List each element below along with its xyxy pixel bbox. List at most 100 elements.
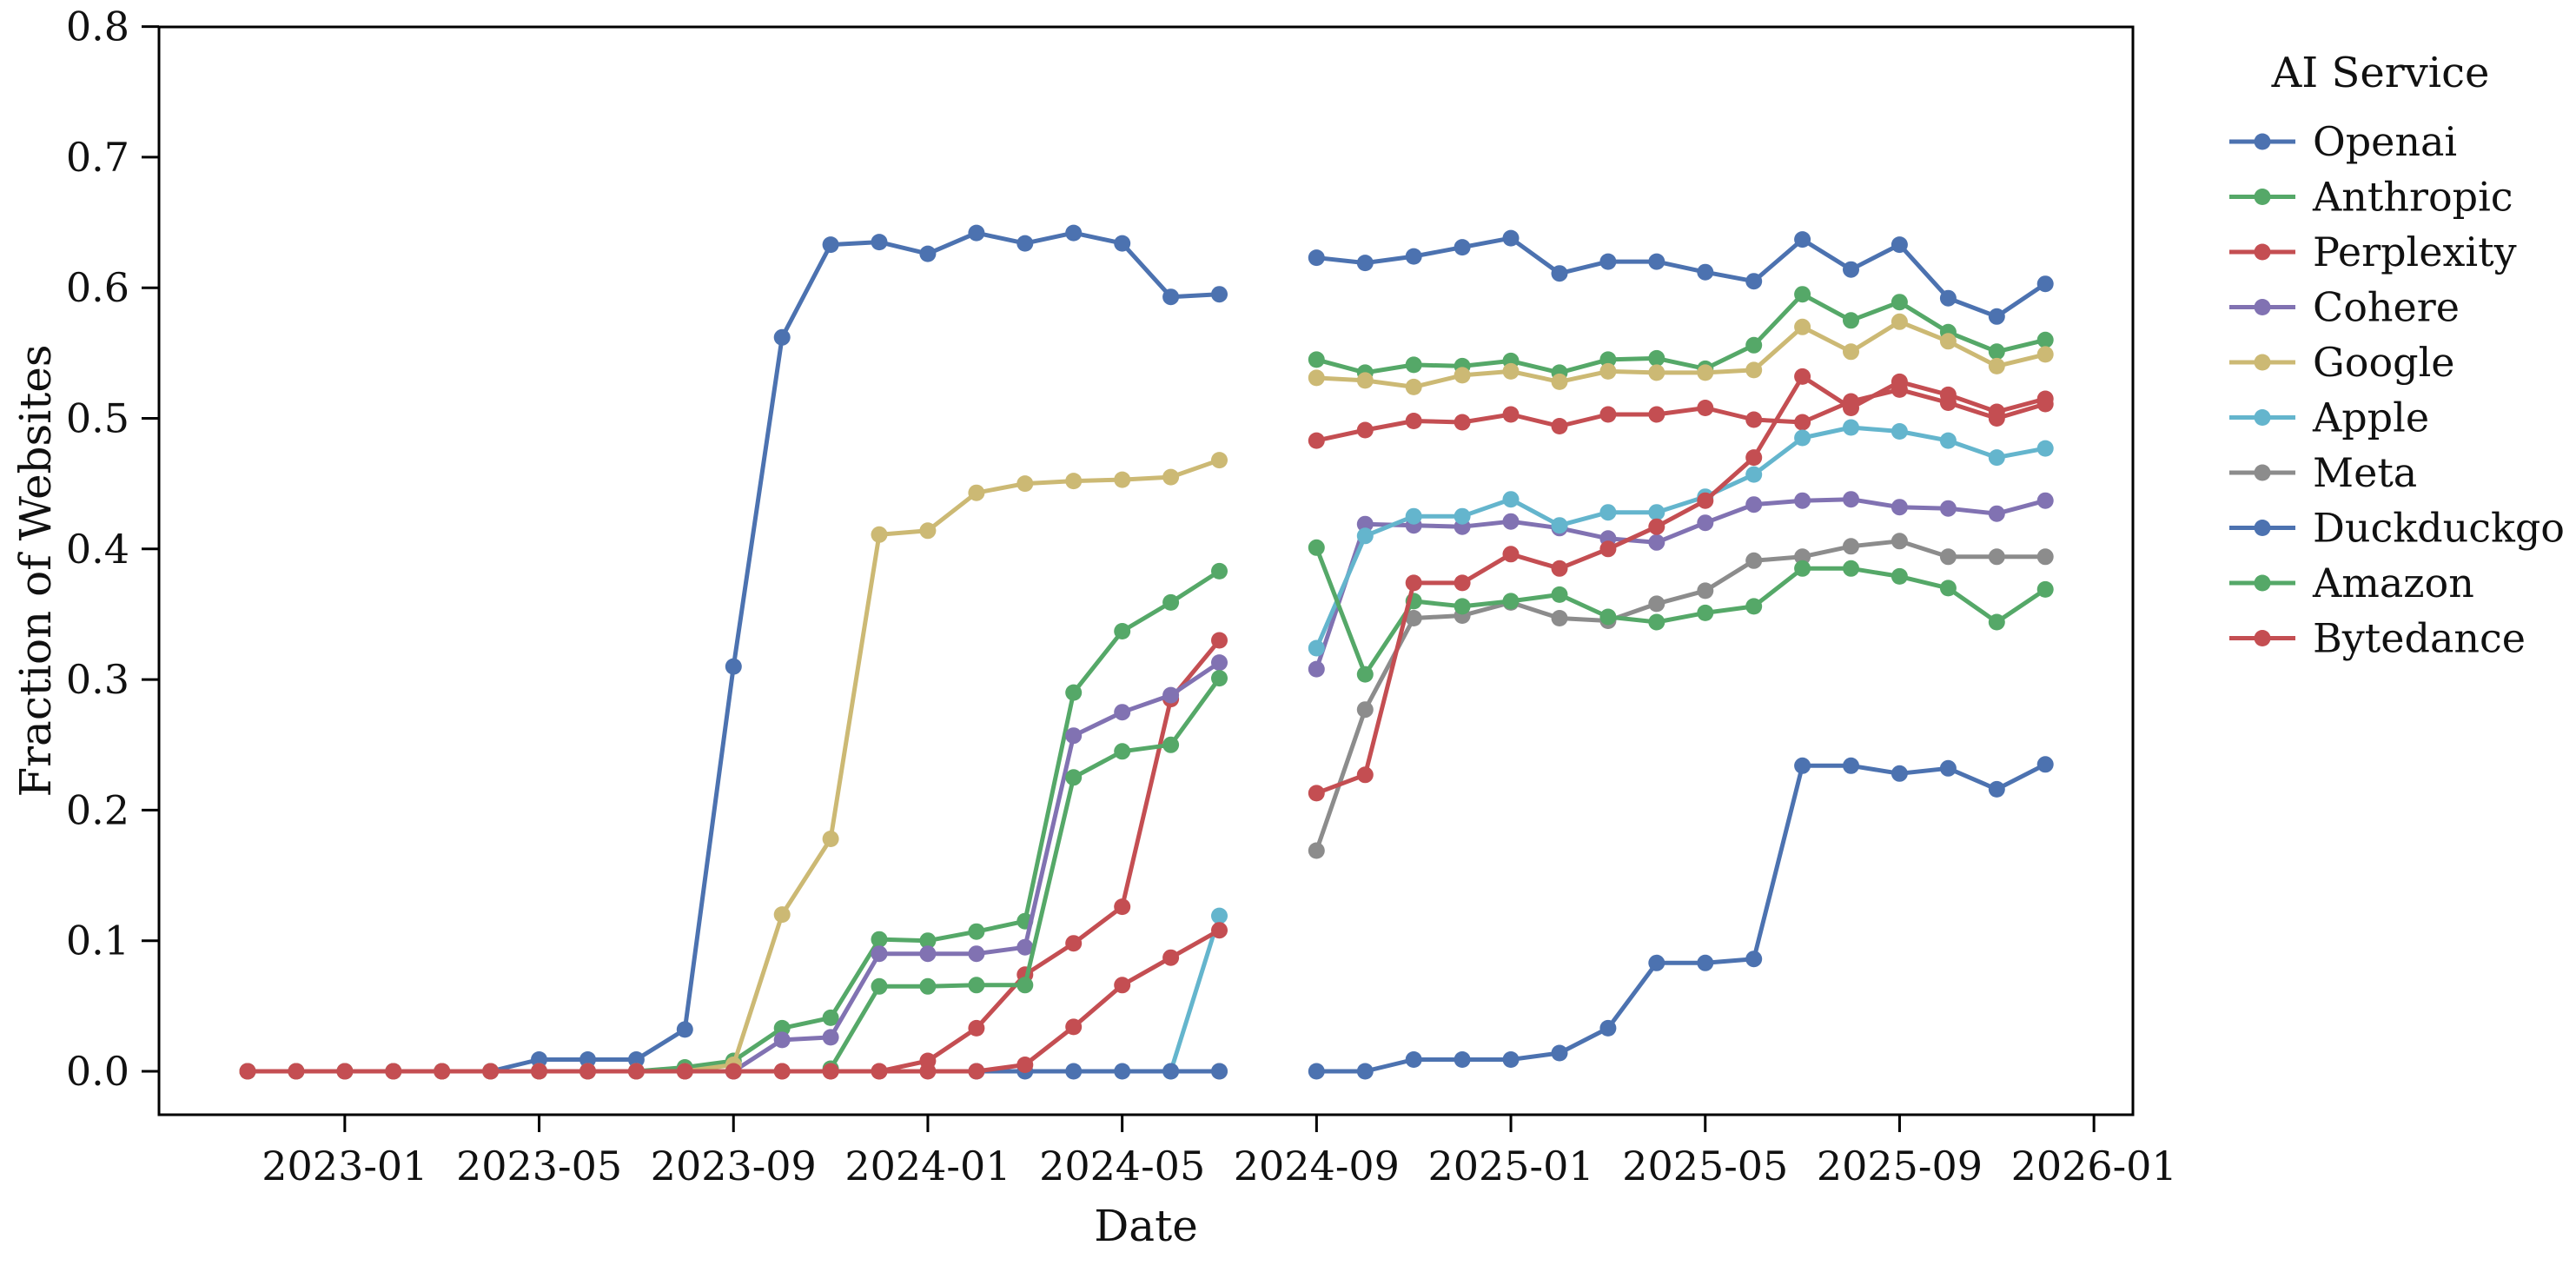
data-point [725,1063,742,1080]
data-point [1843,560,1859,577]
legend-swatch-marker [2254,574,2271,592]
series-google [239,313,2054,1080]
data-point [1308,1063,1325,1080]
data-point [1405,413,1422,429]
series-duckduckgo [968,756,2054,1080]
data-point [1794,560,1811,577]
data-point [1356,666,1374,683]
data-point [1308,842,1325,859]
data-point [1599,253,1617,270]
data-point [1114,898,1131,916]
data-point [1551,586,1568,603]
data-point [1745,336,1763,354]
data-point [1308,249,1325,267]
data-point [1308,351,1325,368]
x-tick-label: 2023-01 [262,1143,427,1189]
data-point [1356,766,1374,784]
data-point [1114,1063,1131,1080]
plot-frame [157,25,2135,1116]
legend-item-label: Google [2313,339,2455,386]
series-cohere [239,491,2054,1080]
data-point [1794,286,1811,303]
data-point [871,931,888,948]
data-point [1356,372,1374,389]
legend-item-label: Meta [2313,449,2417,496]
data-point [1648,954,1665,971]
data-point [676,1063,693,1080]
data-point [531,1051,547,1068]
data-point [579,1063,596,1080]
legend-swatch-marker [2254,299,2271,315]
data-point [1308,639,1325,657]
data-point [1988,343,2005,361]
data-point [2036,275,2054,293]
data-point [822,1009,839,1026]
x-tick-label: 2024-01 [844,1143,1010,1189]
data-point [1016,235,1034,252]
data-point [1405,356,1422,374]
data-point [1502,491,1520,508]
data-point [1162,736,1180,753]
data-point [1405,610,1422,626]
data-point [1843,757,1859,774]
data-point [1891,765,1908,782]
data-point [1648,533,1665,551]
data-point [1843,261,1859,278]
data-point [1551,418,1568,434]
data-point [919,245,937,262]
series-openai [239,224,2054,1080]
data-point [1065,769,1083,786]
legend-item-label: Bytedance [2313,615,2526,662]
data-point [1211,632,1228,649]
data-point [919,1063,937,1080]
data-point [1794,492,1811,509]
legend-swatch-marker [2254,133,2271,150]
data-point [1939,432,1957,449]
legend-item-label: Anthropic [2312,174,2513,221]
data-point [1211,907,1228,924]
data-point [2036,346,2054,363]
data-point [1162,949,1180,966]
data-point [968,945,985,963]
data-point [1502,546,1520,563]
data-point [1599,406,1617,423]
data-point [1939,580,1957,597]
data-point [1016,475,1034,493]
data-point [385,1063,402,1080]
data-point [773,906,791,924]
data-point [1939,289,1957,307]
data-point [1211,452,1228,469]
data-point [2036,580,2054,598]
data-point [1843,419,1859,436]
data-point [1697,400,1714,416]
legend-item-perplexity: Perplexity [2229,229,2517,275]
series-line [974,762,2048,1074]
data-point [1843,491,1859,508]
data-point [871,945,888,963]
data-point [1502,1051,1520,1068]
data-point [1454,367,1471,384]
legend-item-label: Openai [2313,118,2457,165]
data-point [1988,780,2005,798]
data-point [1891,373,1908,390]
data-point [1745,361,1763,379]
series-perplexity [239,381,2054,1080]
data-point [1599,362,1617,380]
data-point [773,328,791,346]
data-point [1211,922,1228,939]
data-point [1794,231,1811,248]
data-point [579,1051,596,1068]
legend-title: AI Service [2271,49,2490,97]
data-point [1405,248,1422,265]
data-point [482,1063,500,1080]
data-point [1988,548,2005,566]
x-tick-label: 2025-01 [1427,1143,1593,1189]
data-point [1599,1019,1617,1037]
data-point [919,522,937,540]
data-point [1648,253,1665,270]
data-point [1697,364,1714,381]
data-series [239,224,2054,1080]
y-axis-label: Fraction of Websites [10,344,61,797]
data-point [1599,504,1617,521]
data-point [1648,504,1665,521]
